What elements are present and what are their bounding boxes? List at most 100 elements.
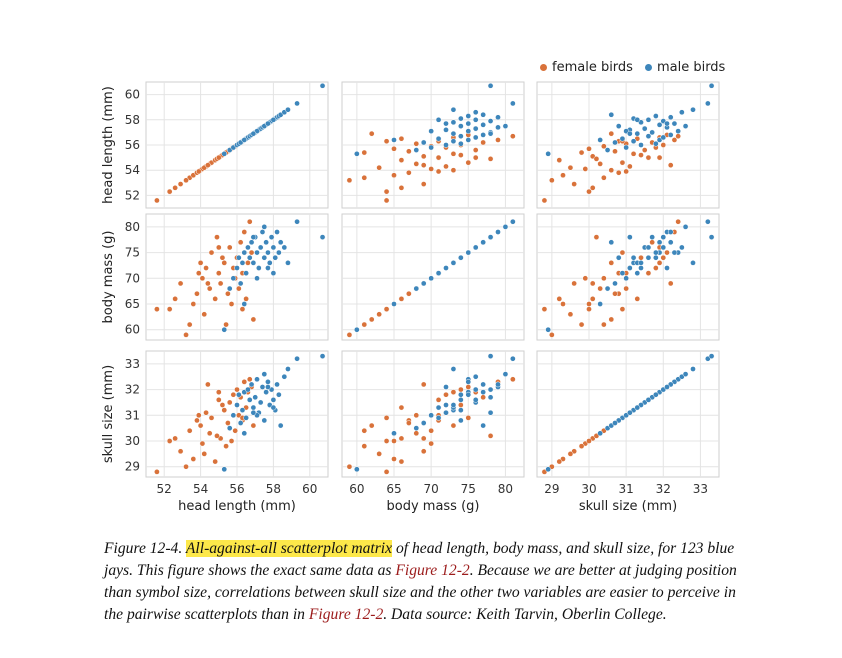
male-point [248, 239, 255, 246]
male-point [428, 144, 434, 151]
male-point [294, 355, 300, 362]
male-point [705, 100, 711, 107]
male-point [458, 115, 464, 122]
male-point [274, 229, 280, 235]
female-point [228, 301, 235, 307]
female-point [510, 133, 516, 140]
female-point [675, 218, 681, 225]
female-point [197, 260, 204, 266]
female-point [601, 275, 607, 282]
female-point [391, 172, 397, 179]
caption-link-figure-12-2[interactable]: Figure 12-2 [395, 562, 470, 579]
male-point [682, 371, 689, 377]
x-tick-label: 54 [193, 482, 208, 496]
female-point [450, 150, 457, 157]
female-point [203, 265, 209, 271]
male-point [270, 404, 277, 411]
female-point [450, 389, 457, 395]
male-point [266, 260, 273, 266]
female-point [619, 159, 626, 166]
male-point [472, 125, 479, 132]
male-point [458, 123, 464, 129]
male-point [391, 301, 397, 307]
female-point [586, 188, 592, 195]
female-point [195, 168, 202, 175]
male-point [265, 379, 271, 385]
y-tick-label: 29 [125, 460, 140, 474]
male-point [597, 301, 603, 307]
male-point [708, 234, 715, 240]
male-point [285, 366, 291, 372]
female-point [346, 463, 353, 470]
female-point [556, 296, 563, 302]
female-point [215, 270, 222, 276]
female-point [458, 402, 464, 408]
male-point [465, 137, 472, 143]
male-point [272, 254, 279, 261]
female-point [420, 448, 427, 455]
x-tick-label: 31 [619, 482, 634, 496]
female-point [248, 249, 255, 256]
female-point [608, 167, 615, 174]
female-point [250, 422, 257, 429]
male-point [250, 234, 257, 240]
male-point [502, 224, 509, 230]
male-point [649, 234, 655, 240]
female-point [560, 301, 566, 307]
female-point [208, 249, 215, 256]
male-point [615, 254, 622, 261]
male-point [645, 116, 652, 123]
male-point [391, 137, 397, 143]
x-tick-label: 70 [424, 482, 439, 496]
female-point [671, 137, 678, 143]
male-point [261, 254, 268, 261]
male-point [465, 391, 472, 398]
male-point [255, 265, 262, 271]
female-point [241, 229, 248, 235]
male-point [487, 234, 494, 240]
female-point [549, 177, 555, 184]
female-point [183, 177, 189, 184]
female-point [556, 458, 563, 465]
male-point [435, 116, 442, 123]
male-point [708, 82, 715, 89]
legend: female birds male birds [540, 60, 725, 75]
female-point [219, 402, 226, 408]
x-tick-label: 60 [302, 482, 317, 496]
female-point [608, 130, 615, 137]
male-point [354, 150, 360, 157]
male-point [472, 116, 479, 123]
female-point [597, 161, 603, 167]
female-point [458, 152, 464, 158]
male-point [435, 270, 442, 276]
female-point [223, 443, 229, 449]
female-point [383, 469, 390, 475]
female-point [589, 184, 596, 191]
male-point [259, 384, 266, 390]
female-point [586, 301, 592, 307]
female-point [567, 311, 574, 318]
male-point [667, 239, 674, 246]
caption-text-3: . Data source: Keith Tarvin, Oberlin Col… [383, 606, 667, 623]
male-point [708, 353, 715, 359]
female-point [154, 197, 160, 204]
male-point [294, 218, 300, 225]
female-point [428, 166, 434, 172]
male-point [495, 381, 501, 388]
y-tick-label: 60 [125, 88, 140, 102]
male-point [656, 121, 663, 128]
male-point [243, 270, 249, 276]
male-point [630, 138, 637, 145]
male-point [510, 100, 516, 107]
female-point [383, 138, 390, 145]
female-point [623, 168, 629, 175]
male-point [270, 116, 277, 123]
male-point [443, 402, 449, 408]
female-point [667, 162, 674, 169]
female-point [406, 290, 412, 297]
female-point [226, 399, 233, 406]
y-axis-label: head length (mm) [101, 86, 116, 204]
caption-link-figure-12-2-second[interactable]: Figure 12-2 [308, 606, 384, 623]
female-point [660, 254, 667, 261]
male-point [458, 254, 464, 261]
